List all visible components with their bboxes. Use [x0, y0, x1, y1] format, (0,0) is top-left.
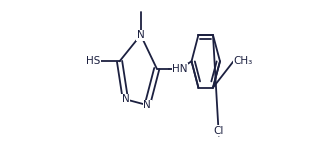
Text: N: N: [122, 94, 129, 104]
Text: HS: HS: [86, 56, 101, 66]
Text: N: N: [143, 100, 151, 110]
Text: HN: HN: [172, 64, 188, 74]
Text: CH₃: CH₃: [233, 56, 253, 66]
Text: Cl: Cl: [214, 126, 224, 136]
Text: N: N: [137, 30, 145, 40]
